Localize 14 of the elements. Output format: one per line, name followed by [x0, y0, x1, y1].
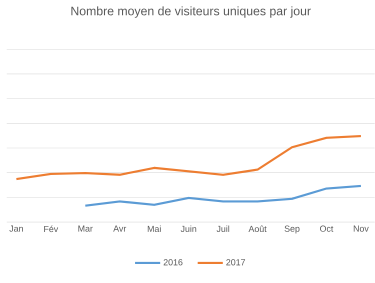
x-tick-label: Août — [248, 226, 267, 232]
x-tick-label: Juin — [180, 226, 196, 232]
x-tick-label: Jan — [9, 226, 23, 232]
x-tick-label: Juil — [216, 226, 230, 232]
x-tick-label: Fév — [44, 226, 58, 232]
x-tick-label: Oct — [320, 226, 334, 232]
chart-title: Nombre moyen de visiteurs uniques par jour — [71, 6, 311, 18]
x-tick-label: Mar — [78, 226, 93, 232]
x-tick-label: Avr — [113, 226, 126, 232]
legend-label: 2016 — [164, 259, 182, 266]
x-tick-label: Sep — [284, 226, 300, 234]
x-tick-label: Nov — [354, 226, 369, 232]
x-tick-label: Mai — [148, 226, 161, 232]
legend-label: 2017 — [226, 259, 246, 266]
